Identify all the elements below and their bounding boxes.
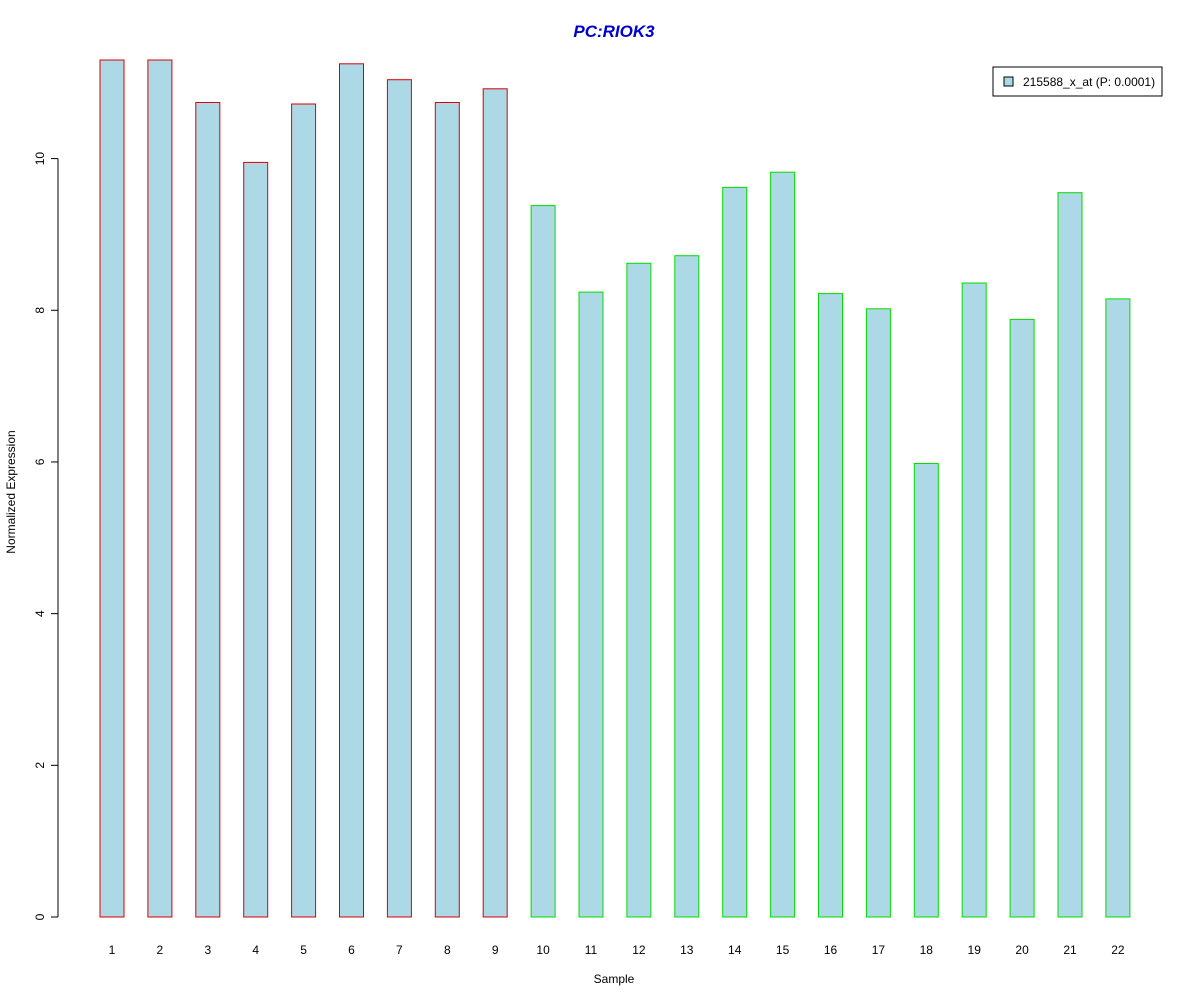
bar-sample-13 xyxy=(674,255,700,918)
bar-sample-8 xyxy=(434,102,460,918)
x-axis-label: Sample xyxy=(594,972,635,986)
x-tick-label: 19 xyxy=(968,943,982,957)
x-tick-label: 11 xyxy=(585,943,598,957)
bar-sample-12 xyxy=(626,262,652,918)
x-tick-label: 12 xyxy=(632,943,646,957)
y-axis: 0 2 4 6 8 10 xyxy=(33,152,59,920)
x-tick-label: 15 xyxy=(776,943,790,957)
bar-sample-3 xyxy=(195,102,221,918)
x-tick-label: 17 xyxy=(872,943,886,957)
bar-sample-18 xyxy=(913,463,939,918)
bar-sample-15 xyxy=(770,171,796,918)
x-tick-label: 16 xyxy=(824,943,838,957)
legend: 215588_x_at (P: 0.0001) xyxy=(992,66,1163,97)
bar-sample-6 xyxy=(339,63,364,918)
legend-swatch xyxy=(1003,76,1014,87)
bar-sample-20 xyxy=(1009,318,1035,918)
x-tick-label: 3 xyxy=(204,943,211,957)
x-tick-label: 8 xyxy=(444,943,451,957)
y-axis-label: Normalized Expression xyxy=(4,430,18,553)
x-tick-label: 22 xyxy=(1111,943,1125,957)
y-tick-label: 10 xyxy=(33,152,47,166)
bar-sample-21 xyxy=(1057,192,1083,918)
x-tick-label: 7 xyxy=(396,943,403,957)
x-tick-labels: 1 2 3 4 5 6 7 8 9 10 11 12 13 14 15 16 17 18 19 20 21 22 xyxy=(109,943,1125,957)
bar-sample-19 xyxy=(961,282,987,918)
x-tick-label: 2 xyxy=(157,943,164,957)
x-tick-label: 20 xyxy=(1015,943,1029,957)
x-tick-label: 18 xyxy=(920,943,934,957)
x-tick-label: 14 xyxy=(728,943,742,957)
bar-sample-4 xyxy=(243,161,269,918)
legend-entry: 215588_x_at (P: 0.0001) xyxy=(1023,75,1155,89)
bar-sample-1 xyxy=(99,59,125,918)
bar-sample-11 xyxy=(578,291,604,918)
x-tick-label: 9 xyxy=(492,943,499,957)
y-tick-label: 8 xyxy=(33,307,47,314)
chart-title: PC:RIOK3 xyxy=(573,22,655,41)
x-tick-label: 4 xyxy=(252,943,259,957)
bar-sample-9 xyxy=(482,88,508,918)
bar-sample-2 xyxy=(147,59,173,918)
bars xyxy=(99,59,1131,918)
x-tick-label: 1 xyxy=(109,943,116,957)
bar-sample-14 xyxy=(722,186,748,918)
y-tick-label: 2 xyxy=(33,762,47,769)
bar-sample-22 xyxy=(1105,298,1131,918)
x-tick-label: 6 xyxy=(348,943,355,957)
y-tick-label: 0 xyxy=(33,913,47,920)
y-tick-label: 6 xyxy=(33,458,47,465)
legend-box xyxy=(992,66,1163,97)
bar-sample-16 xyxy=(818,293,843,918)
bar-sample-10 xyxy=(530,205,556,918)
x-tick-label: 5 xyxy=(300,943,307,957)
x-tick-label: 13 xyxy=(680,943,694,957)
x-tick-label: 21 xyxy=(1063,943,1077,957)
x-tick-label: 10 xyxy=(536,943,550,957)
bar-sample-5 xyxy=(291,103,317,918)
bar-sample-17 xyxy=(865,308,891,918)
y-tick-label: 4 xyxy=(33,610,47,617)
bar-sample-7 xyxy=(386,79,412,918)
